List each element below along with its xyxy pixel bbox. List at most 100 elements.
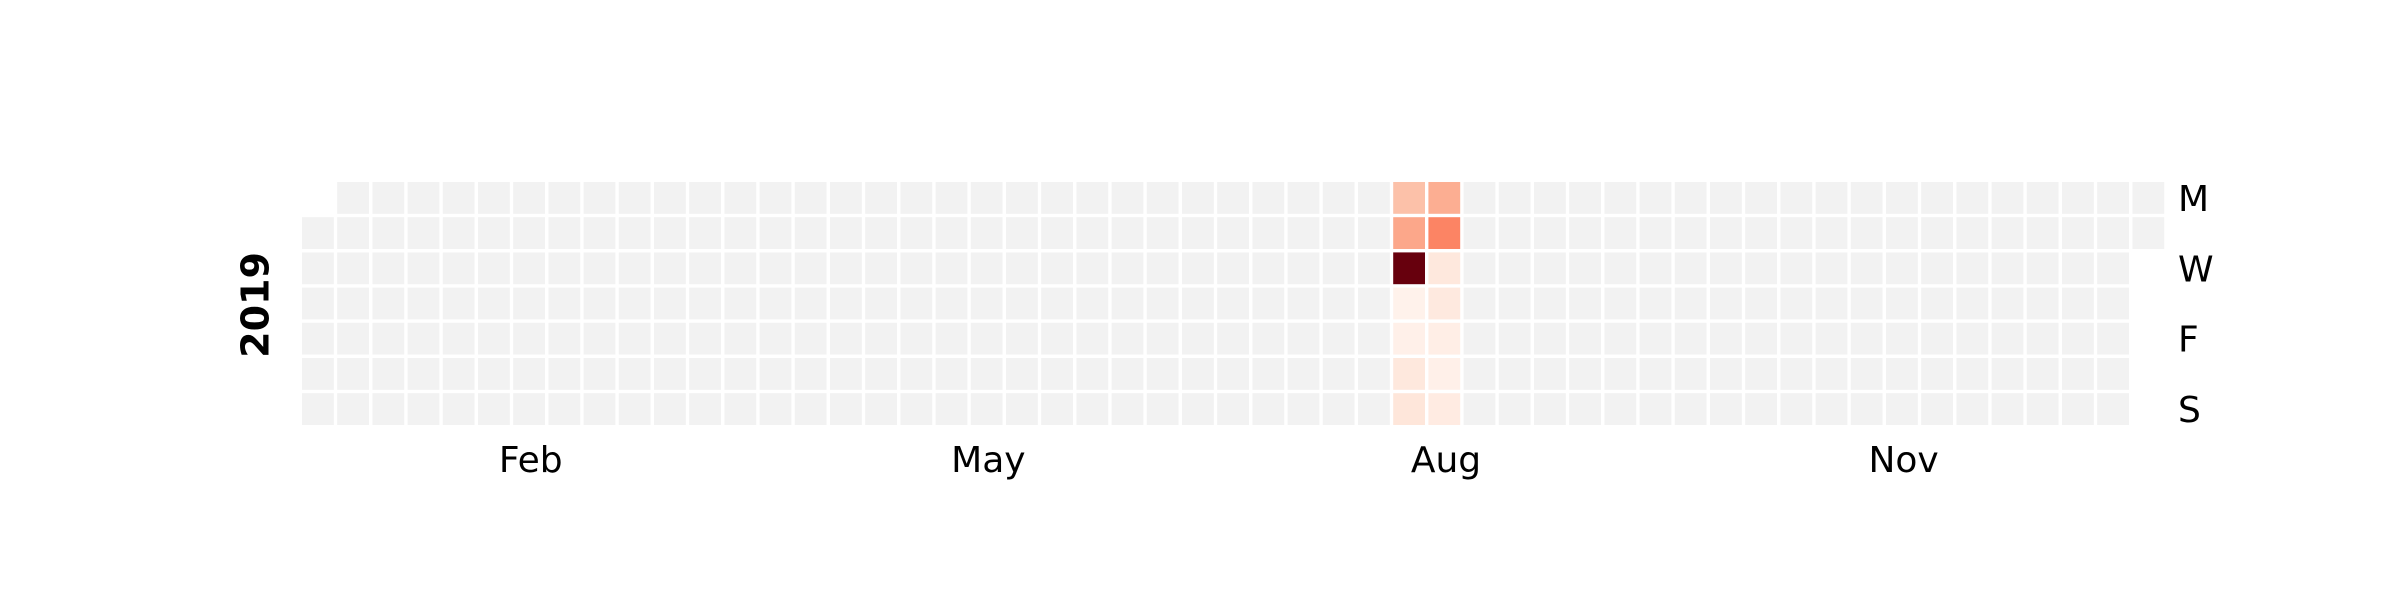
weekday-tick-s: S bbox=[2178, 390, 2201, 431]
day-cell bbox=[794, 393, 827, 425]
day-cell bbox=[618, 182, 651, 214]
day-cell bbox=[1041, 393, 1073, 425]
day-cell bbox=[1569, 358, 1601, 390]
day-cell bbox=[1146, 358, 1179, 390]
day-cell bbox=[442, 393, 475, 425]
day-cell bbox=[724, 322, 757, 355]
day-cell bbox=[935, 217, 968, 249]
day-cell bbox=[759, 217, 792, 249]
day-cell bbox=[302, 287, 334, 320]
day-cell bbox=[1217, 393, 1249, 425]
day-cell bbox=[1815, 252, 1848, 285]
day-cell bbox=[1674, 217, 1707, 249]
day-cell bbox=[1463, 252, 1496, 285]
day-cell bbox=[548, 182, 581, 214]
day-cell bbox=[1780, 287, 1813, 320]
day-cell bbox=[1076, 393, 1109, 425]
day-cell bbox=[724, 393, 757, 425]
day-cell bbox=[1217, 322, 1249, 355]
day-cell bbox=[1287, 252, 1320, 285]
day-cell bbox=[1463, 393, 1496, 425]
day-cell bbox=[1886, 252, 1918, 285]
day-cell bbox=[1252, 217, 1285, 249]
day-cell bbox=[1639, 322, 1672, 355]
day-cell bbox=[1886, 217, 1918, 249]
day-cell bbox=[1815, 358, 1848, 390]
day-cell bbox=[654, 217, 686, 249]
day-cell bbox=[1991, 252, 2024, 285]
day-cell bbox=[865, 287, 897, 320]
day-cell bbox=[830, 252, 862, 285]
day-cell bbox=[1287, 322, 1320, 355]
day-cell bbox=[1498, 358, 1531, 390]
day-cell bbox=[1780, 358, 1813, 390]
day-cell bbox=[1710, 252, 1742, 285]
day-cell bbox=[1921, 358, 1953, 390]
day-cell bbox=[794, 358, 827, 390]
day-cell bbox=[1006, 322, 1038, 355]
day-cell bbox=[830, 322, 862, 355]
day-cell bbox=[1745, 217, 1777, 249]
weekday-tick-w: W bbox=[2178, 249, 2214, 290]
day-cell bbox=[1498, 322, 1531, 355]
day-cell bbox=[1182, 182, 1214, 214]
day-cell bbox=[478, 182, 510, 214]
day-cell bbox=[865, 252, 897, 285]
day-cell bbox=[759, 287, 792, 320]
day-cell bbox=[1428, 322, 1461, 355]
day-cell bbox=[2062, 358, 2094, 390]
day-cell bbox=[583, 252, 616, 285]
day-cell bbox=[442, 252, 475, 285]
day-cell bbox=[830, 358, 862, 390]
day-cell bbox=[1146, 393, 1179, 425]
day-cell bbox=[372, 358, 405, 390]
day-cell bbox=[2026, 393, 2059, 425]
day-cell bbox=[618, 252, 651, 285]
day-cell bbox=[935, 358, 968, 390]
day-cell bbox=[1498, 217, 1531, 249]
day-cell bbox=[1956, 182, 1989, 214]
day-cell bbox=[654, 322, 686, 355]
day-cell bbox=[1850, 182, 1883, 214]
day-cell bbox=[337, 393, 369, 425]
day-cell bbox=[1569, 182, 1601, 214]
day-cell bbox=[1358, 322, 1390, 355]
day-cell bbox=[830, 393, 862, 425]
day-cell bbox=[1358, 217, 1390, 249]
month-tick-may: May bbox=[951, 440, 1025, 481]
day-cell bbox=[1850, 287, 1883, 320]
day-cell bbox=[2097, 322, 2129, 355]
day-cell bbox=[1111, 217, 1144, 249]
day-cell bbox=[1428, 358, 1461, 390]
day-cell bbox=[478, 358, 510, 390]
day-cell bbox=[1111, 182, 1144, 214]
day-cell bbox=[1534, 252, 1566, 285]
day-cell bbox=[337, 287, 369, 320]
day-cell bbox=[1146, 252, 1179, 285]
day-cell bbox=[1322, 287, 1355, 320]
day-cell bbox=[1146, 322, 1179, 355]
day-cell bbox=[1182, 358, 1214, 390]
day-cell bbox=[372, 393, 405, 425]
day-cell bbox=[1287, 358, 1320, 390]
day-cell bbox=[2097, 252, 2129, 285]
day-cell bbox=[1604, 217, 1637, 249]
day-cell bbox=[1710, 322, 1742, 355]
day-cell bbox=[1815, 287, 1848, 320]
day-cell bbox=[654, 252, 686, 285]
day-cell bbox=[970, 182, 1003, 214]
day-cell bbox=[2062, 287, 2094, 320]
day-cell bbox=[302, 252, 334, 285]
day-cell bbox=[2026, 217, 2059, 249]
day-cell bbox=[1182, 393, 1214, 425]
day-cell bbox=[1393, 252, 1425, 285]
day-cell bbox=[1498, 393, 1531, 425]
day-cell bbox=[1886, 358, 1918, 390]
day-cell bbox=[1745, 182, 1777, 214]
day-cell bbox=[970, 217, 1003, 249]
day-cell bbox=[618, 358, 651, 390]
day-cell bbox=[337, 358, 369, 390]
day-cell bbox=[407, 358, 440, 390]
day-cell bbox=[442, 182, 475, 214]
